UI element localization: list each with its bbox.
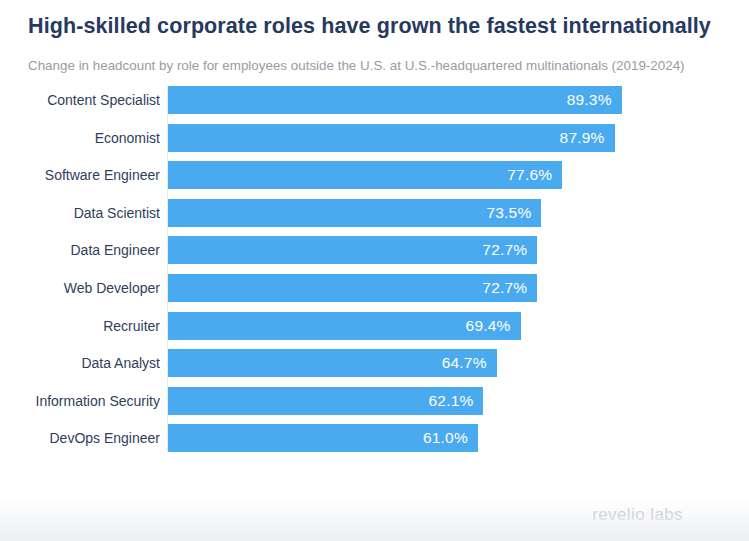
bar-value-label: 87.9% (560, 129, 615, 147)
bar-row: Content Specialist 89.3% (0, 86, 749, 114)
bar: 69.4% (168, 312, 521, 340)
bar-value-label: 72.7% (482, 279, 537, 297)
bar-row: DevOps Engineer 61.0% (0, 424, 749, 452)
revelio-labs-logo: revelio labs (592, 505, 683, 525)
bar-value-label: 89.3% (567, 91, 622, 109)
bar: 87.9% (168, 124, 615, 152)
bar: 89.3% (168, 86, 622, 114)
bar-category-label: Recruiter (0, 312, 160, 340)
bar-value-label: 72.7% (482, 241, 537, 259)
bar-row: Data Engineer 72.7% (0, 236, 749, 264)
bar-row: Data Analyst 64.7% (0, 349, 749, 377)
bar-row: Economist 87.9% (0, 124, 749, 152)
bar: 72.7% (168, 236, 537, 264)
bar-category-label: Web Developer (0, 274, 160, 302)
bar-row: Software Engineer 77.6% (0, 161, 749, 189)
bar-value-label: 73.5% (486, 204, 541, 222)
bar-category-label: Data Analyst (0, 349, 160, 377)
bar-track: 64.7% (168, 349, 749, 377)
bar: 77.6% (168, 161, 562, 189)
bar-category-label: Software Engineer (0, 161, 160, 189)
bar-value-label: 61.0% (423, 429, 478, 447)
bar-row: Data Scientist 73.5% (0, 199, 749, 227)
bar: 62.1% (168, 387, 483, 415)
bar-track: 73.5% (168, 199, 749, 227)
bar: 64.7% (168, 349, 497, 377)
bar-row: Information Security 62.1% (0, 387, 749, 415)
bar-track: 89.3% (168, 86, 749, 114)
bar-track: 69.4% (168, 312, 749, 340)
bar-category-label: Data Engineer (0, 236, 160, 264)
chart-title: High-skilled corporate roles have grown … (28, 14, 711, 39)
bar-value-label: 64.7% (442, 354, 497, 372)
bar-category-label: Economist (0, 124, 160, 152)
bar-value-label: 77.6% (507, 166, 562, 184)
bar-row: Recruiter 69.4% (0, 312, 749, 340)
bar-category-label: Content Specialist (0, 86, 160, 114)
bar: 61.0% (168, 424, 478, 452)
bar-category-label: DevOps Engineer (0, 424, 160, 452)
chart-card: High-skilled corporate roles have grown … (0, 0, 749, 541)
bar-row: Web Developer 72.7% (0, 274, 749, 302)
bar-category-label: Information Security (0, 387, 160, 415)
bar-track: 72.7% (168, 274, 749, 302)
bar-track: 87.9% (168, 124, 749, 152)
logo-text: revelio labs (592, 505, 683, 524)
bar: 72.7% (168, 274, 537, 302)
bar-track: 61.0% (168, 424, 749, 452)
bar-chart: Content Specialist 89.3% Economist 87.9%… (0, 86, 749, 452)
bar-track: 62.1% (168, 387, 749, 415)
bar: 73.5% (168, 199, 541, 227)
chart-subtitle: Change in headcount by role for employee… (28, 58, 685, 73)
bar-value-label: 69.4% (466, 317, 521, 335)
bar-value-label: 62.1% (429, 392, 484, 410)
bar-track: 77.6% (168, 161, 749, 189)
bar-track: 72.7% (168, 236, 749, 264)
bar-category-label: Data Scientist (0, 199, 160, 227)
